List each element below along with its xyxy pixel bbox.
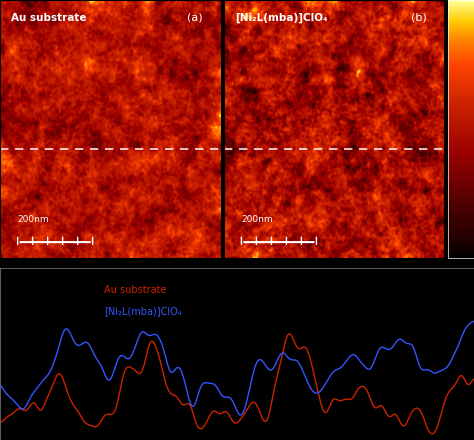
Text: 200nm: 200nm (18, 215, 49, 224)
Text: [Ni₂L(mba)]ClO₄: [Ni₂L(mba)]ClO₄ (104, 306, 182, 316)
Text: [Ni₂L(mba)]ClO₄: [Ni₂L(mba)]ClO₄ (235, 13, 327, 23)
Text: (a): (a) (187, 13, 203, 23)
Text: (b): (b) (411, 13, 427, 23)
Text: Au substrate: Au substrate (11, 13, 87, 23)
Text: 200nm: 200nm (241, 215, 273, 224)
Text: Au substrate: Au substrate (104, 286, 167, 296)
